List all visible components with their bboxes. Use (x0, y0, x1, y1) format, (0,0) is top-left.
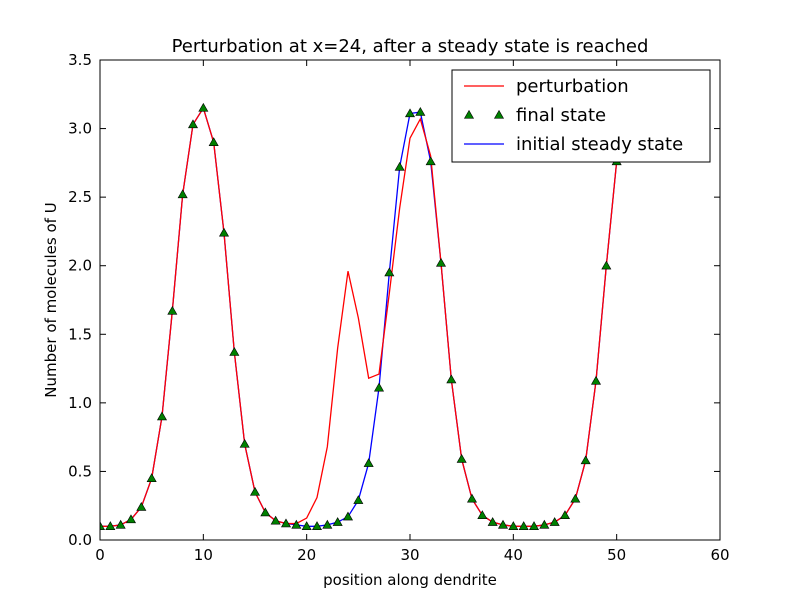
final-state-marker-6 (156, 411, 168, 421)
final-state-marker-39 (497, 519, 509, 529)
legend-marker-1-0 (463, 109, 475, 119)
final-state-marker-37 (477, 510, 488, 519)
series-group (100, 102, 622, 530)
y-axis-label: Number of molecules of U (42, 202, 60, 397)
final-state-marker-22 (322, 519, 333, 529)
legend-label-0: perturbation (516, 76, 629, 97)
plot-area: 0 10 20 30 40 50 60 0.0 0.5 1.0 1.5 2.0 2.5 3.0 3.5 (68, 51, 729, 564)
final-state-marker-38 (487, 517, 498, 526)
axes-frame (99, 59, 721, 541)
y-tick-label-7: 3.5 (68, 51, 92, 69)
final-state-marker-7 (167, 305, 178, 315)
final-state-marker-45 (559, 510, 571, 519)
final-state-marker-16 (260, 507, 271, 517)
final-state-marker-15 (249, 486, 261, 496)
final-state-marker-20 (301, 521, 312, 530)
final-state-marker-4 (136, 501, 147, 511)
final-state-marker-34 (446, 374, 457, 384)
x-tick-label-6: 60 (710, 546, 729, 564)
final-state-marker-14 (239, 438, 250, 448)
final-state-marker-40 (508, 521, 519, 530)
final-state-marker-48 (590, 375, 602, 385)
final-state-marker-12 (218, 227, 230, 237)
legend-label-2: initial steady state (516, 134, 683, 155)
y-tick-label-1: 0.5 (68, 462, 92, 480)
final-state-marker-3 (125, 514, 137, 524)
final-state-marker-25 (353, 495, 364, 504)
final-state-marker-1 (105, 521, 116, 530)
final-state-marker-17 (270, 515, 281, 525)
final-state-marker-33 (435, 257, 447, 267)
final-state-marker-2 (115, 519, 126, 529)
final-state-marker-27 (373, 382, 385, 392)
final-state-marker-43 (539, 519, 550, 529)
final-state-marker-44 (549, 517, 560, 526)
final-state-marker-5 (146, 473, 157, 482)
final-state-marker-46 (570, 493, 581, 503)
final-state-marker-19 (291, 519, 302, 529)
final-state-marker-26 (363, 458, 374, 467)
chart-title: Perturbation at x=24, after a steady sta… (172, 36, 649, 57)
final-state-marker-41 (518, 521, 529, 530)
y-tick-label-5: 2.5 (68, 188, 92, 206)
final-state-marker-35 (456, 453, 467, 463)
final-state-marker-23 (332, 517, 343, 526)
y-tick-label-3: 1.5 (68, 325, 92, 343)
final-state-marker-47 (580, 455, 591, 465)
final-state-marker-18 (280, 518, 292, 528)
y-tick-label-2: 1.0 (68, 394, 92, 412)
x-tick-label-0: 0 (95, 546, 105, 564)
final-state-marker-24 (342, 511, 354, 521)
final-state-marker-9 (187, 119, 199, 129)
final-state-marker-8 (177, 189, 188, 199)
final-state-marker-32 (425, 156, 436, 166)
x-tick-label-3: 30 (400, 546, 419, 564)
final-state-marker-31 (415, 107, 426, 116)
final-state-marker-28 (384, 267, 395, 277)
final-state-marker-36 (466, 493, 478, 503)
final-state-marker-29 (394, 161, 405, 171)
x-axis-label: position along dendrite (323, 571, 497, 589)
x-tick-label-2: 20 (297, 546, 316, 564)
series-line-0 (100, 106, 618, 527)
final-state-marker-42 (528, 521, 540, 530)
y-tick-label-4: 2.0 (68, 257, 92, 275)
legend: perturbation final state initial steady st… (451, 69, 711, 163)
final-state-marker-21 (311, 521, 323, 530)
y-tick-label-6: 3.0 (68, 120, 92, 138)
legend-marker-1-1 (493, 109, 505, 119)
final-state-marker-10 (198, 102, 209, 112)
final-state-marker-30 (404, 108, 416, 118)
y-tick-label-0: 0.0 (68, 531, 92, 549)
legend-box (451, 69, 711, 163)
final-state-marker-49 (601, 260, 612, 270)
final-state-marker-13 (229, 347, 240, 356)
x-tick-label-4: 40 (504, 546, 523, 564)
final-state-marker-0 (100, 521, 106, 530)
x-tick-label-1: 10 (194, 546, 213, 564)
legend-label-1: final state (516, 105, 606, 126)
x-tick-label-5: 50 (607, 546, 626, 564)
final-state-marker-11 (208, 137, 219, 146)
